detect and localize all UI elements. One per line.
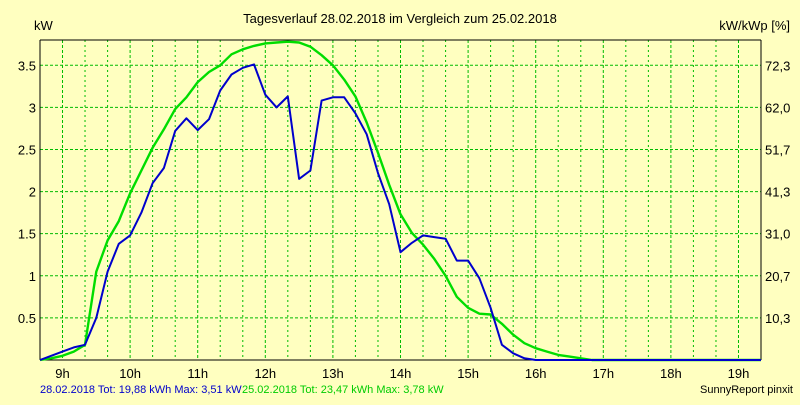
y-tick-label-left: 0.5: [18, 311, 36, 326]
x-tick-label: 18h: [660, 366, 682, 381]
x-tick-label: 12h: [254, 366, 276, 381]
y-tick-label-right: 72,3: [765, 58, 790, 73]
y-tick-label-right: 10,3: [765, 311, 790, 326]
footer-credit: SunnyReport pinxit: [700, 384, 793, 396]
x-tick-label: 16h: [525, 366, 547, 381]
x-tick-label: 14h: [390, 366, 412, 381]
x-tick-label: 15h: [457, 366, 479, 381]
footer-series-1-summary: 28.02.2018 Tot: 19,88 kWh Max: 3,51 kW: [40, 384, 242, 396]
y-tick-label-left: 3: [29, 100, 36, 115]
y-tick-label-right: 41,3: [765, 185, 790, 200]
series-lines: [39, 40, 761, 362]
x-tick-label: 13h: [322, 366, 344, 381]
y-tick-label-left: 2: [29, 185, 36, 200]
x-tick-label: 17h: [592, 366, 614, 381]
y-tick-label-left: 3.5: [18, 58, 36, 73]
x-tick-label: 19h: [728, 366, 750, 381]
chart-title: Tagesverlauf 28.02.2018 im Vergleich zum…: [243, 11, 557, 26]
tick-labels: 9h 10h 11h 12h 13h 14h 15h 16h 17h 18h 19h 0.5 1 1.5 2…: [18, 58, 790, 381]
x-tick-label: 11h: [187, 366, 208, 381]
y-tick-label-right: 62,0: [765, 100, 790, 115]
x-tick-label: 10h: [119, 366, 141, 381]
y-axis-left-label: kW: [34, 18, 54, 33]
series-line-blue: [39, 63, 761, 361]
y-axis-right-label: kW/kWp [%]: [719, 18, 790, 33]
x-tick-label: 9h: [55, 366, 69, 381]
y-tick-label-right: 20,7: [765, 269, 790, 284]
y-tick-label-left: 1: [29, 269, 36, 284]
y-tick-label-left: 1.5: [18, 227, 36, 242]
y-tick-label-left: 2.5: [18, 142, 36, 157]
footer-series-2-summary: 25.02.2018 Tot: 23,47 kWh Max: 3,78 kW: [242, 384, 444, 396]
y-tick-label-right: 31,0: [765, 227, 790, 242]
y-tick-label-right: 51,7: [765, 142, 790, 157]
